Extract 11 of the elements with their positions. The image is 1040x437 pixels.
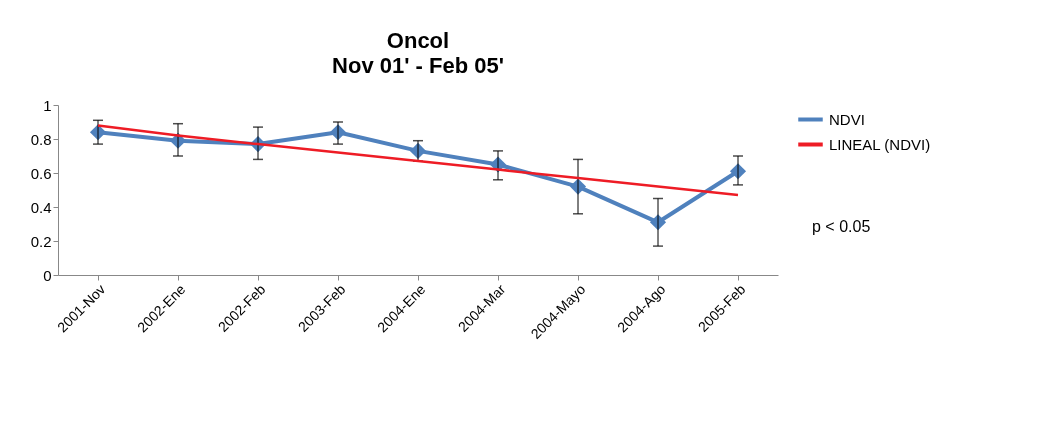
y-tick-label: 0.4 bbox=[30, 198, 52, 216]
y-tick-label: 0 bbox=[43, 266, 52, 284]
y-tick-label: 0.8 bbox=[30, 130, 52, 148]
y-tick-label: 0.6 bbox=[30, 164, 52, 182]
y-tick-label: 0.2 bbox=[30, 232, 52, 250]
legend-label: NDVI bbox=[829, 110, 865, 128]
legend-label: LINEAL (NDVI) bbox=[829, 135, 931, 153]
y-tick-label: 1 bbox=[43, 96, 52, 114]
chart-title: Oncol bbox=[386, 28, 450, 53]
text: p < 0.05 bbox=[812, 218, 871, 236]
chart-subtitle: Nov 01' - Feb 05' bbox=[332, 53, 504, 78]
